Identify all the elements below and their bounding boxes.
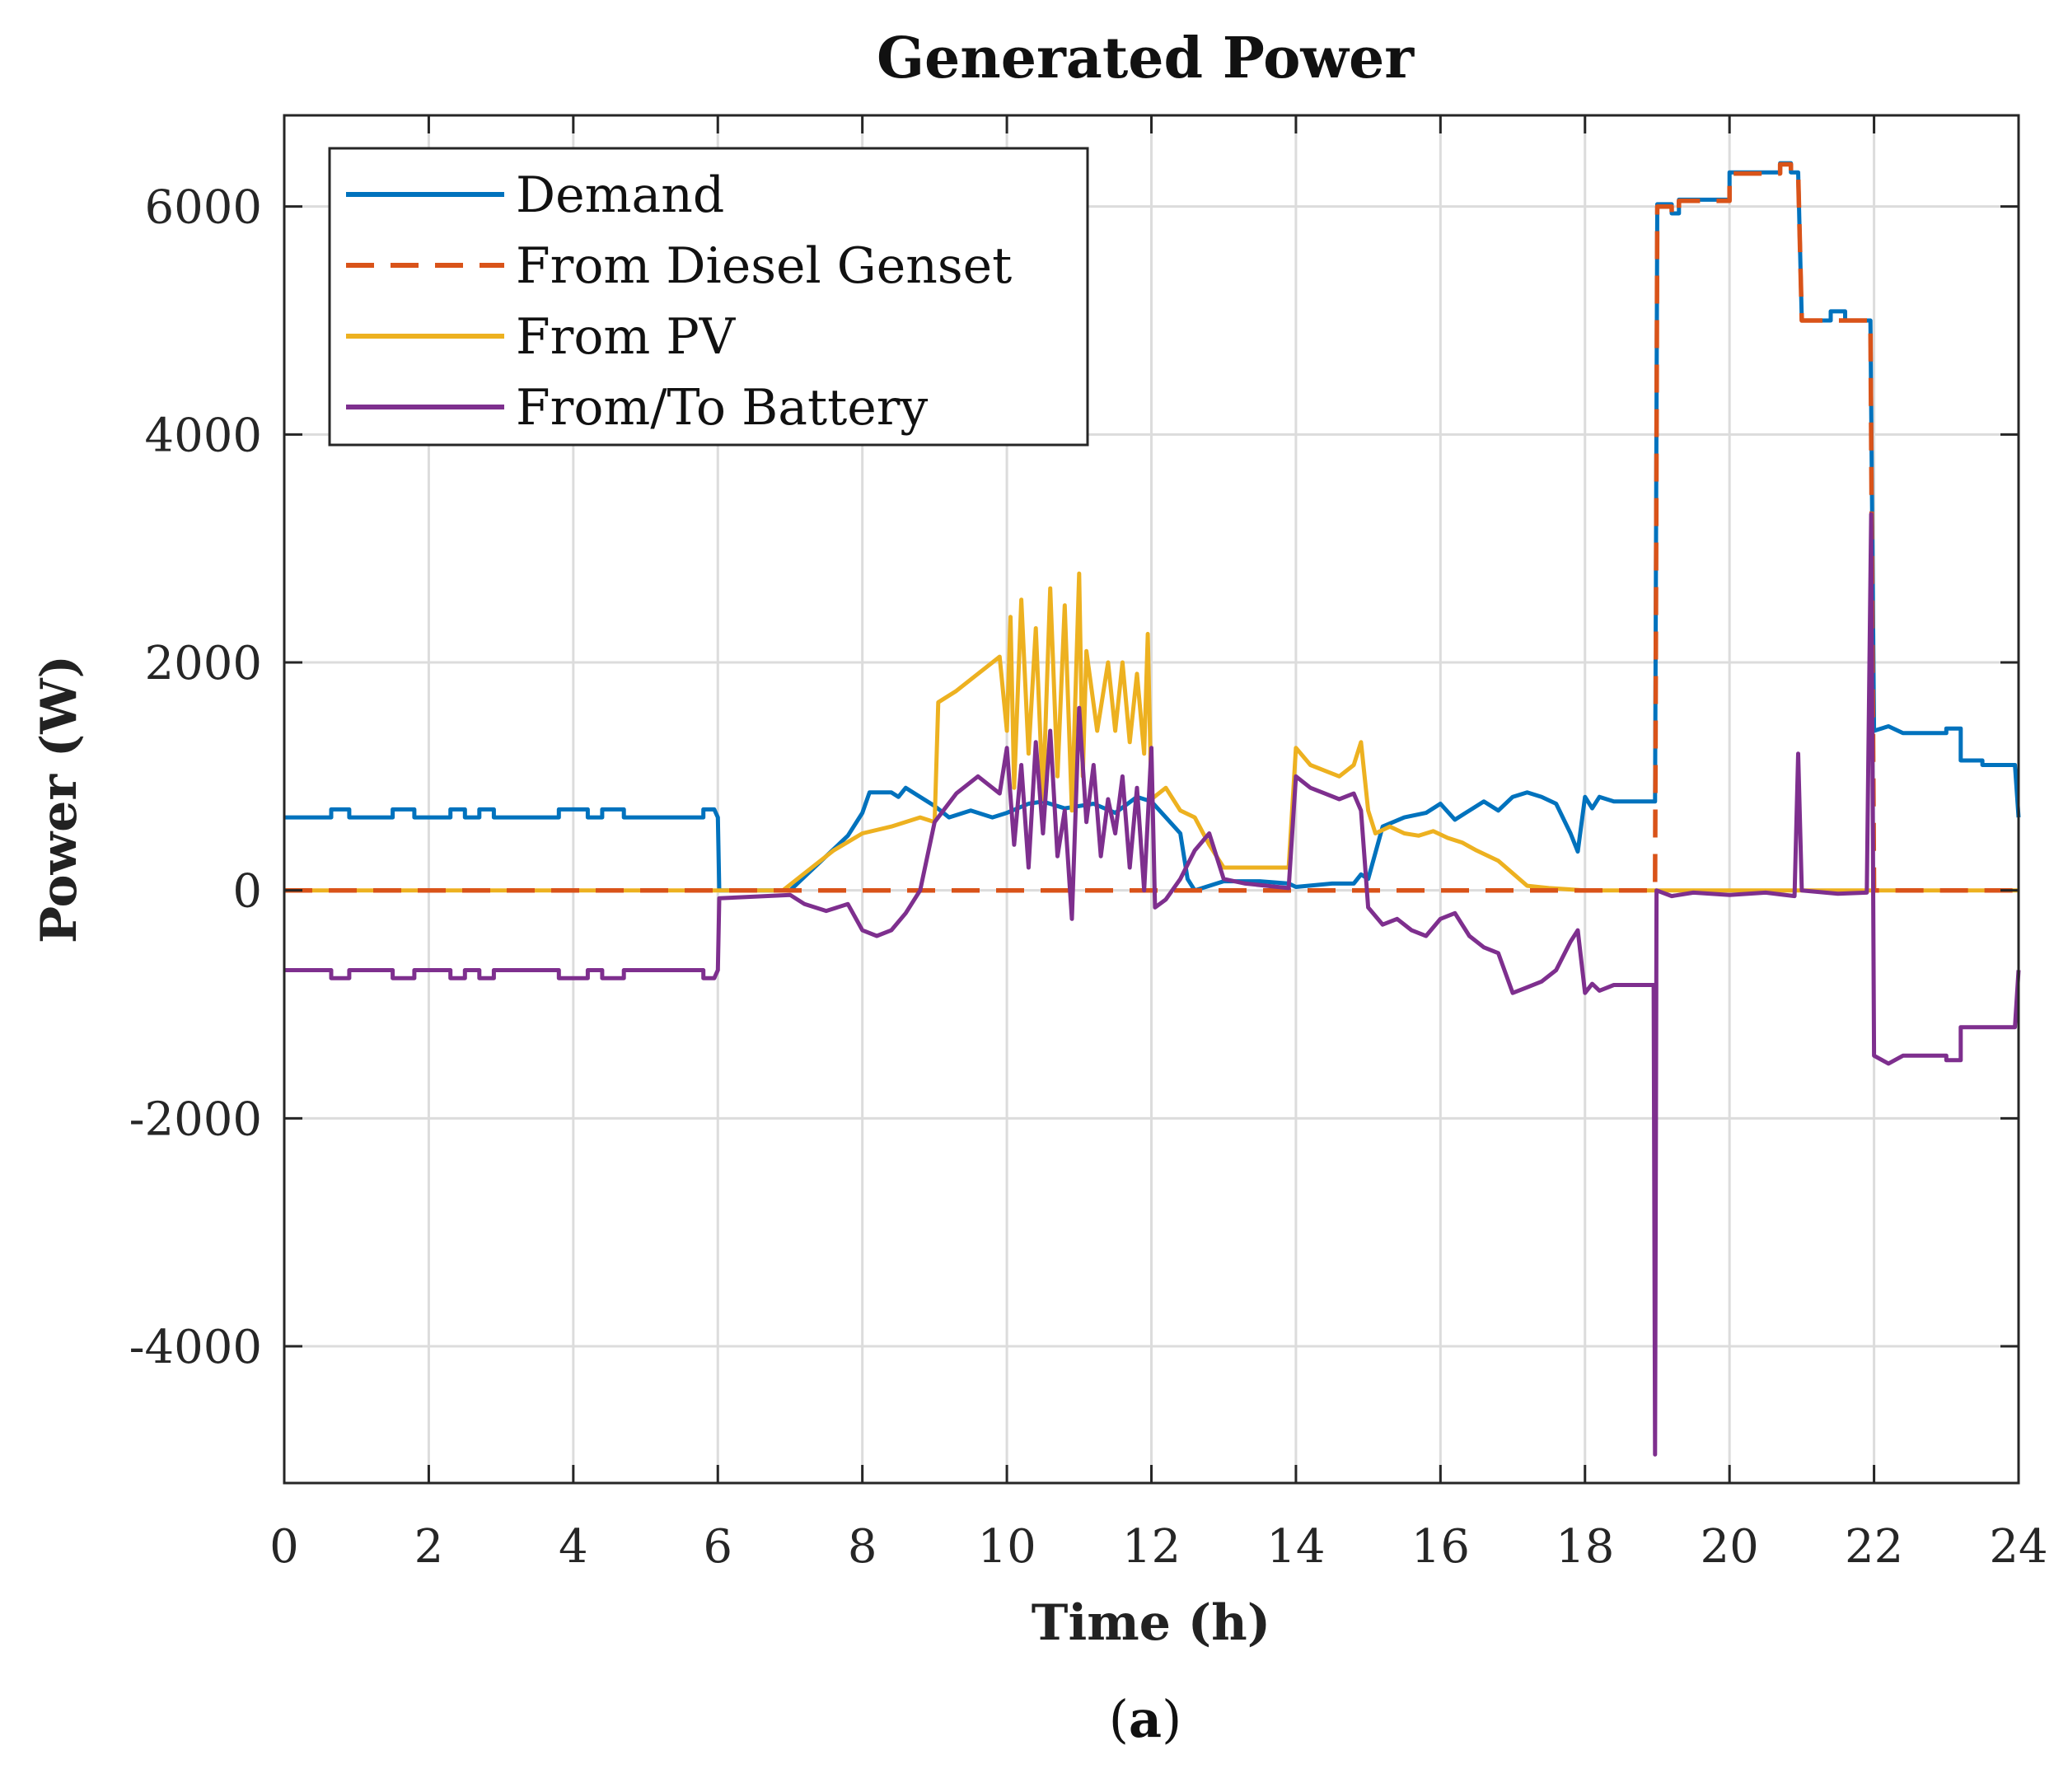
legend-label: From PV [516, 308, 737, 366]
legend-label: Demand [516, 166, 724, 224]
legend: Demand From Diesel Genset From PV From/To B… [328, 147, 1089, 447]
x-tick-label: 22 [1845, 1520, 1903, 1574]
series-from-pv-line [284, 571, 2019, 893]
legend-item: From Diesel Genset [346, 237, 1012, 295]
legend-box [328, 147, 1089, 447]
x-tick-label: 0 [269, 1520, 299, 1574]
x-tick-label: 10 [977, 1520, 1036, 1574]
caption-close: ) [1162, 1689, 1181, 1749]
y-tick-label: 0 [232, 865, 262, 919]
x-tick-label: 8 [848, 1520, 877, 1574]
y-tick-label: 6000 [144, 181, 262, 235]
caption-letter: a [1129, 1689, 1162, 1749]
x-tick-label: 2 [414, 1520, 444, 1574]
x-tick-label: 20 [1701, 1520, 1759, 1574]
x-tick-label: 18 [1556, 1520, 1614, 1574]
y-tick-label: 4000 [144, 409, 262, 462]
x-tick-label: 16 [1411, 1520, 1470, 1574]
plot-frame [283, 114, 2020, 1485]
y-tick-label: -2000 [129, 1093, 262, 1146]
series-from-to-battery-line [284, 512, 2021, 1457]
series-layer [284, 161, 2021, 1457]
x-tick-label: 14 [1266, 1520, 1325, 1574]
chart-title: Generated Power [877, 26, 1415, 91]
caption-open: ( [1109, 1689, 1129, 1749]
x-tick-labels: 0 2 4 6 8 10 12 14 16 18 20 22 24 [269, 1520, 2047, 1574]
legend-label: From Diesel Genset [516, 237, 1012, 295]
x-tick-label: 12 [1122, 1520, 1181, 1574]
x-tick-label: 6 [703, 1520, 732, 1574]
y-tick-label: 2000 [144, 637, 262, 690]
y-tick-labels: -4000 -2000 0 2000 4000 6000 [129, 181, 262, 1374]
legend-item: From PV [346, 308, 737, 366]
y-axis-label: Power (W) [30, 655, 88, 943]
series-from-diesel-genset-line [284, 161, 2019, 893]
figure-caption: (a) [1109, 1689, 1182, 1749]
y-tick-label: -4000 [129, 1321, 262, 1374]
legend-label: From/To Battery [516, 379, 928, 437]
legend-item: From/To Battery [346, 379, 928, 437]
x-axis-label: Time (h) [1032, 1594, 1270, 1652]
x-tick-label: 4 [559, 1520, 588, 1574]
x-tick-label: 24 [1989, 1520, 2047, 1574]
legend-item: Demand [346, 166, 724, 224]
